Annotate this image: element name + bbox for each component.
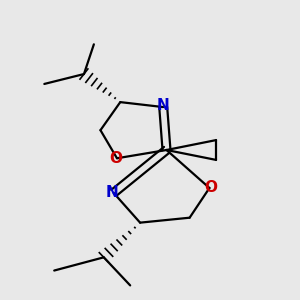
Text: O: O [205, 181, 218, 196]
Text: N: N [157, 98, 169, 113]
Text: N: N [106, 185, 118, 200]
Text: O: O [109, 151, 122, 166]
